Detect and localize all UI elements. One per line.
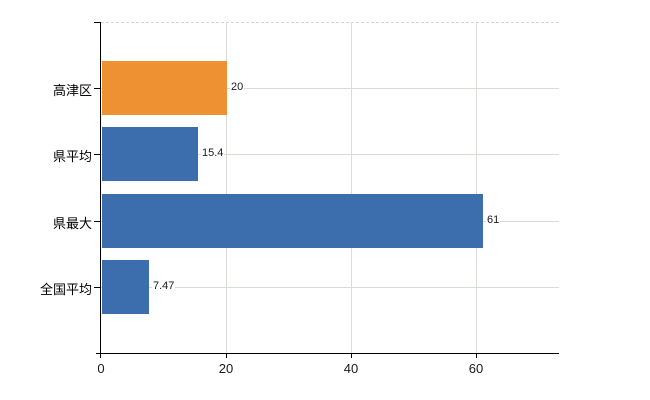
y-axis-tick (94, 22, 100, 23)
y-axis-tick (94, 287, 100, 288)
y-axis-tick (94, 221, 100, 222)
bar-value-label: 15.4 (201, 147, 225, 160)
category-label-4: 全国平均 (39, 282, 92, 297)
x-axis-line (96, 353, 559, 354)
x-tick-label-60: 60 (468, 361, 484, 376)
y-axis-line (100, 22, 101, 358)
gridline-horizontal (101, 88, 559, 89)
bar-value-label: 7.47 (152, 280, 176, 293)
x-axis-tick (476, 353, 477, 358)
bar-value-label: 20 (230, 81, 245, 94)
category-label-1: 高津区 (52, 83, 92, 98)
y-axis-tick (94, 154, 100, 155)
x-tick-label-40: 40 (343, 361, 359, 376)
x-tick-label-0: 0 (97, 361, 105, 376)
y-axis-tick (94, 88, 100, 89)
x-tick-label-20: 20 (218, 361, 234, 376)
category-label-2: 県平均 (52, 149, 92, 164)
bar-県平均 (102, 127, 198, 181)
x-axis-tick (351, 353, 352, 358)
x-axis-tick (226, 353, 227, 358)
bar-県最大 (102, 194, 483, 248)
gridline-vertical (475, 22, 477, 353)
bar-高津区 (102, 61, 227, 115)
gridline-vertical (350, 22, 352, 353)
gridline-horizontal (101, 154, 559, 155)
plot-top-border (101, 22, 559, 23)
bar-value-label: 61 (486, 214, 501, 227)
bar-全国平均 (102, 260, 149, 314)
gridline-horizontal (101, 287, 559, 288)
category-label-3: 県最大 (52, 216, 92, 231)
gridline-vertical (225, 22, 227, 353)
